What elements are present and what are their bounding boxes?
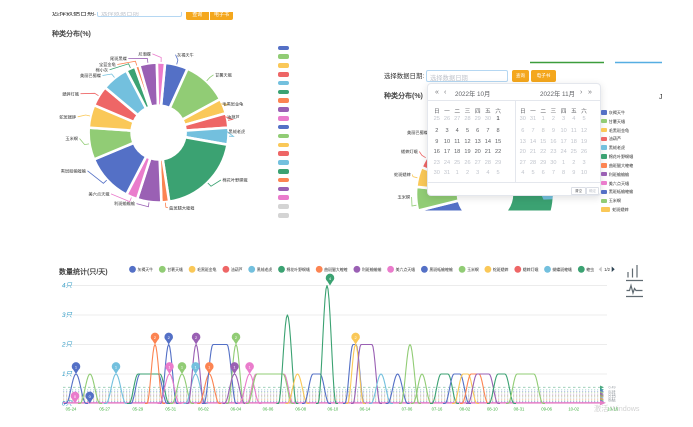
svg-text:尼潮蝶: 尼潮蝶 [138,51,151,58]
svg-text:1: 1 [233,365,236,370]
svg-text:06-14: 06-14 [360,407,371,412]
svg-text:05-27: 05-27 [99,407,110,412]
svg-text:08-10: 08-10 [487,407,498,412]
svg-text:美丽巴蜀蝶: 美丽巴蜀蝶 [407,129,429,136]
svg-text:08-31: 08-31 [514,407,525,412]
svg-text:4: 4 [329,276,332,281]
svg-text:2: 2 [154,335,157,340]
svg-text:玉米螟: 玉米螟 [65,135,78,142]
svg-text:黑绒老虎: 黑绒老虎 [228,128,245,135]
svg-text:1: 1 [181,365,184,370]
svg-text:0.15: 0.15 [609,395,616,399]
svg-text:黑斑蛞蝓蝗蝓: 黑斑蛞蝓蝗蝓 [61,167,87,174]
svg-text:灰褐天牛: 灰褐天牛 [138,267,154,272]
svg-text:1只: 1只 [62,371,73,378]
svg-text:06-04: 06-04 [230,407,241,412]
svg-text:棉小灰: 棉小灰 [96,66,109,73]
svg-text:4只: 4只 [62,282,73,289]
svg-text:1: 1 [75,365,78,370]
svg-text:2: 2 [235,335,238,340]
svg-text:激活 Windows: 激活 Windows [594,404,640,413]
svg-text:07-16: 07-16 [432,407,443,412]
svg-text:蝴蝶斑蝗蛾: 蝴蝶斑蝗蛾 [553,267,573,272]
svg-text:J: J [659,94,663,101]
svg-text:0.21: 0.21 [609,391,616,395]
svg-text:美六点天蛾: 美六点天蛾 [396,267,416,272]
svg-text:蛇斑蟋蟀: 蛇斑蟋蟀 [59,113,76,120]
svg-text:05-31: 05-31 [165,407,176,412]
svg-text:06-10: 06-10 [328,407,339,412]
svg-text:0只: 0只 [62,400,73,407]
svg-text:0.49: 0.49 [609,385,616,389]
svg-text:3只: 3只 [62,312,73,319]
svg-text:06-08: 06-08 [295,407,306,412]
svg-text:甘薯天蛾: 甘薯天蛾 [215,71,233,78]
svg-text:0: 0 [89,394,92,399]
svg-text:棉花叶野螟蛾: 棉花叶野螟蛾 [222,177,248,184]
svg-text:1: 1 [168,365,171,370]
svg-text:玉米螟: 玉米螟 [398,194,411,201]
svg-text:10-02: 10-02 [568,407,579,412]
svg-text:05-24: 05-24 [66,407,77,412]
svg-text:毛黑斑金龟: 毛黑斑金龟 [222,101,244,108]
svg-text:美六点天蛾: 美六点天蛾 [89,191,111,198]
svg-text:甘薯天蛾: 甘薯天蛾 [167,267,183,272]
svg-text:毛黑斑金龟: 毛黑斑金龟 [197,267,217,272]
svg-text:0.18: 0.18 [609,393,616,397]
svg-text:蛇斑蟋蟀: 蛇斑蟋蟀 [493,267,509,272]
svg-text:1/2: 1/2 [604,267,610,272]
svg-text:1: 1 [248,365,251,370]
svg-text:油葫芦: 油葫芦 [231,267,243,272]
svg-text:1: 1 [208,365,211,370]
svg-text:0.12: 0.12 [609,396,616,400]
svg-text:蟋蟀灯蛾: 蟋蟀灯蛾 [62,90,80,97]
svg-text:美丽巴蜀蝶: 美丽巴蜀蝶 [80,72,102,79]
svg-text:蝗虫: 蝗虫 [586,267,594,272]
svg-text:08-02: 08-02 [459,407,470,412]
svg-text:利斑蝓蝓蝓: 利斑蝓蝓蝓 [362,267,382,272]
svg-text:利斑蝓蝓蝓: 利斑蝓蝓蝓 [114,200,136,207]
svg-text:2: 2 [354,335,357,340]
svg-text:2: 2 [168,335,171,340]
svg-text:油葫芦: 油葫芦 [227,113,240,120]
svg-text:蟋蟀灯蛾: 蟋蟀灯蛾 [401,148,419,155]
svg-text:05-29: 05-29 [132,407,143,412]
svg-text:06-02: 06-02 [198,407,209,412]
svg-text:棉花叶野螟蛾: 棉花叶野螟蛾 [287,267,310,272]
svg-text:09-06: 09-06 [541,407,552,412]
svg-text:2: 2 [195,335,198,340]
svg-text:0.1: 0.1 [609,398,614,402]
svg-text:黑斑蛞蝓蝗蝓: 黑斑蛞蝓蝗蝓 [429,267,452,272]
svg-text:曲斑腿大蝗蝗: 曲斑腿大蝗蝗 [169,204,194,211]
svg-text:宝蓝金龟: 宝蓝金龟 [99,61,117,67]
svg-text:蟋蟀灯蛾: 蟋蟀灯蛾 [523,267,539,272]
svg-text:1: 1 [194,365,197,370]
svg-text:0.24: 0.24 [609,389,616,393]
svg-text:黑绒老虎: 黑绒老虎 [257,267,273,272]
svg-text:10-16: 10-16 [607,407,618,412]
svg-text:灰褐天牛: 灰褐天牛 [177,51,194,58]
svg-text:07-06: 07-06 [402,407,413,412]
svg-text:06-06: 06-06 [263,407,274,412]
svg-text:2只: 2只 [61,341,73,348]
svg-text:1: 1 [115,365,118,370]
svg-text:蛇斑蟋蟀: 蛇斑蟋蟀 [394,171,411,178]
svg-text:0: 0 [74,394,77,399]
svg-text:曲斑腿大蝗蝗: 曲斑腿大蝗蝗 [324,267,347,272]
svg-text:0.08: 0.08 [609,399,616,403]
svg-text:玉米螟: 玉米螟 [467,267,479,272]
svg-text:尾斑黑蝶: 尾斑黑蝶 [110,55,128,62]
